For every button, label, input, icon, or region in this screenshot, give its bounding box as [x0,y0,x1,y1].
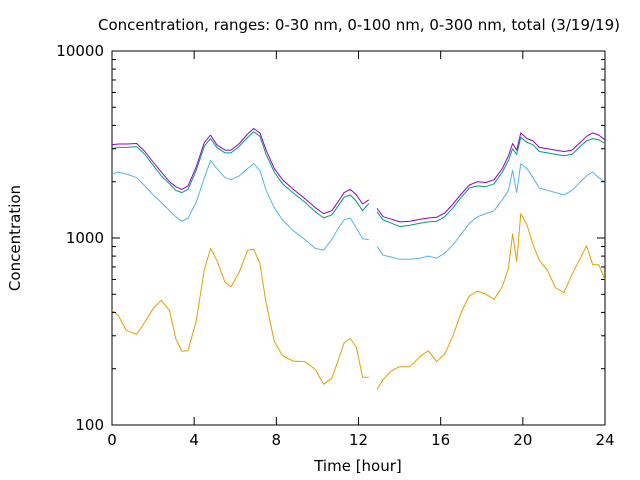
x-tick-label: 12 [349,431,368,449]
y-tick-label: 100 [75,416,104,434]
x-tick-label: 0 [107,431,117,449]
tick-layer: 0 4 8 12 16 20 24 100 1000 10000 [56,42,614,449]
series-line-3 [111,131,606,228]
x-tick-label: 24 [595,431,614,449]
x-tick-label: 20 [513,431,532,449]
series-line-4 [111,128,606,223]
series-line-1 [111,213,606,390]
y-axis-title: Concentration [6,185,24,291]
plot-area: 0 4 8 12 16 20 24 100 1000 10000 [56,42,614,449]
x-tick-label: 4 [189,431,199,449]
x-axis-title: Time [hour] [313,457,402,475]
x-tick-label: 16 [431,431,450,449]
x-tick-label: 8 [272,431,282,449]
series-line-2 [111,159,606,260]
y-tick-label: 10000 [56,42,104,60]
y-tick-label: 1000 [66,229,104,247]
series-layer [111,128,606,390]
chart-title: Concentration, ranges: 0-30 nm, 0-100 nm… [98,16,620,34]
